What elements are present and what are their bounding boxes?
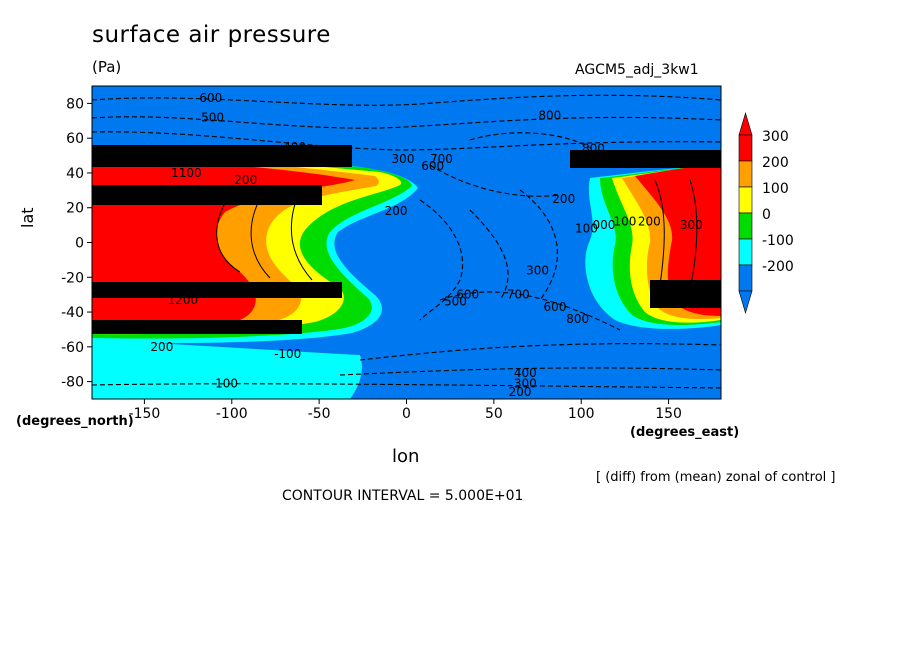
y-axis-label: lat <box>18 207 37 228</box>
contour-label: 200 <box>234 173 257 187</box>
y-tick-label: 20 <box>66 201 84 217</box>
contour-label: 200 <box>552 192 575 206</box>
filled-contours <box>92 86 721 399</box>
contour-label: 300 <box>526 263 549 277</box>
colorbar-label: 100 <box>762 181 789 197</box>
y-coord-label: (degrees_north) <box>16 414 134 429</box>
contour-label: 200 <box>385 204 408 218</box>
colorbar-swatch <box>738 212 753 240</box>
colorbar-under-arrow <box>738 290 753 315</box>
x-tick-label: 100 <box>568 406 595 422</box>
contour-interval-label: CONTOUR INTERVAL = 5.000E+01 <box>282 488 524 504</box>
units-label: (Pa) <box>92 58 122 76</box>
contour-label: 300 <box>514 376 537 390</box>
x-tick-label: 50 <box>485 406 503 422</box>
contour-label: 400 <box>283 140 306 154</box>
y-tick-label: -20 <box>61 270 84 286</box>
colorbar-label: -200 <box>762 259 794 275</box>
contour-label: 300 <box>680 218 703 232</box>
y-tick-label: 80 <box>66 96 84 112</box>
contour-label: 100 <box>575 222 598 236</box>
contour-label: 1200 <box>168 293 199 307</box>
contour-label: 400 <box>514 366 537 380</box>
contour-label: -100 <box>274 347 301 361</box>
colorbar-label: -100 <box>762 233 794 249</box>
contour-label: 100 <box>613 215 636 229</box>
x-tick-label: 0 <box>402 406 411 422</box>
contour-label: 300 <box>392 152 415 166</box>
contour-label: 800 <box>566 312 589 326</box>
contour-label: 800 <box>538 109 561 123</box>
contour-label: 600 <box>421 159 444 173</box>
y-tick-label: 40 <box>66 166 84 182</box>
contour-label: 700 <box>430 152 453 166</box>
colorbar-swatch <box>738 264 753 292</box>
y-tick-label: -40 <box>61 305 84 321</box>
colorbar-swatch <box>738 134 753 162</box>
run-label: AGCM5_adj_3kw1 <box>575 62 699 78</box>
colorbar-swatch <box>738 160 753 188</box>
y-tick-label: -60 <box>61 340 84 356</box>
x-tick-label: -150 <box>129 406 161 422</box>
contour-label: 200 <box>509 385 532 399</box>
colorbar-swatch <box>738 238 753 266</box>
colorbar-over-arrow <box>738 111 753 136</box>
contour-label: 500 <box>201 110 224 124</box>
contour-label: 800 <box>582 142 605 156</box>
contour-label: 000 <box>592 218 615 232</box>
chart-title: surface air pressure <box>92 22 331 48</box>
x-tick-label: -100 <box>216 406 248 422</box>
contour-label: 600 <box>544 300 567 314</box>
comparison-note: [ (diff) from (mean) zonal of control ] <box>596 470 836 485</box>
contour-label: 500 <box>444 295 467 309</box>
y-tick-label: 60 <box>66 131 84 147</box>
x-tick-label: -50 <box>308 406 331 422</box>
contour-label: 200 <box>638 215 661 229</box>
contour-label: 100 <box>215 376 238 390</box>
x-axis-ticks: -150 -100 -50 0 50 100 150 <box>129 399 682 422</box>
x-tick-label: 150 <box>655 406 682 422</box>
x-axis-label: lon <box>392 446 420 467</box>
colorbar-label: 200 <box>762 155 789 171</box>
contour-label: 200 <box>150 340 173 354</box>
x-coord-label: (degrees_east) <box>630 425 740 440</box>
colorbar: 300 200 100 0 -100 -200 <box>738 111 794 315</box>
y-tick-label: -80 <box>61 375 84 391</box>
colorbar-swatch <box>738 186 753 214</box>
contour-label: 700 <box>507 288 530 302</box>
y-tick-label: 0 <box>75 236 84 252</box>
y-axis-ticks: 80 60 40 20 0 -20 -40 -60 -80 <box>61 96 92 391</box>
colorbar-label: 300 <box>762 129 789 145</box>
colorbar-label: 0 <box>762 207 771 223</box>
contour-label: 600 <box>456 288 479 302</box>
contour-label: 600 <box>199 91 222 105</box>
contour-label: 1100 <box>171 166 202 180</box>
